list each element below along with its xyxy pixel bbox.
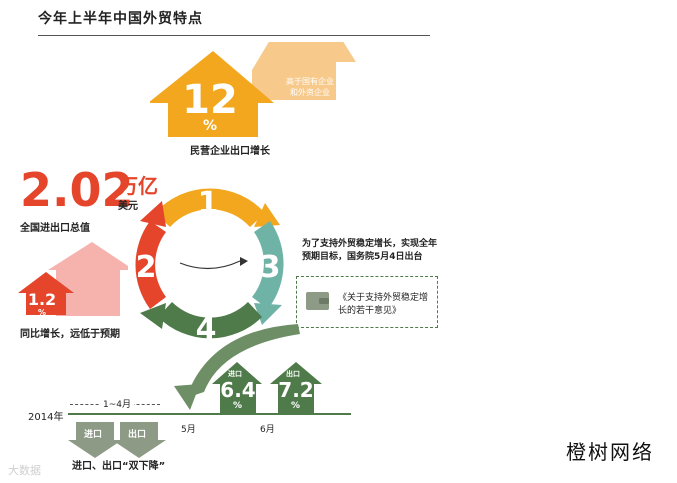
private-export-unit: % [202,118,218,134]
june-arrows-graphic [212,362,322,414]
timeline-axis [68,413,351,415]
cycle-arrow-3 [254,303,282,325]
cycle-step-4: 4 [195,312,217,347]
total-trade-label: 全国进出口总值 [20,223,90,234]
cycle-diagram [135,188,284,339]
down-export-label: 出口 [128,430,147,440]
total-trade-currency: 美元 [118,201,138,212]
policy-note: 为了支持外贸稳定增长，实现全年预期目标，国务院5月4日出台 [302,239,438,262]
total-trade-value: 2.02 [20,163,134,217]
brand-label: 橙树网络 [566,440,654,464]
page-title: 今年上半年中国外贸特点 [38,11,203,27]
cycle-segment-4 [158,302,262,339]
timeline-year: 2014年 [28,412,64,423]
cycle-segment-2 [135,221,166,309]
total-trade-unit: 万亿 [118,174,158,198]
private-export-label: 民营企业出口增长 [190,146,270,157]
june-import-unit: % [233,401,243,411]
compare-text: 高于国有企业 和外资企业 [286,77,334,97]
title-divider [38,35,430,36]
comparison-arrow [252,42,356,100]
down-import-label: 进口 [84,430,103,440]
import-down-arrow [68,422,122,458]
timeline-range: 1~4月 [100,397,134,410]
growth-arrows-graphic [150,42,356,137]
june-export-label: 出口 [286,370,300,378]
policy-effect-arrow [174,324,300,410]
cycle-arrow-2 [140,201,166,227]
timeline-month5: 5月 [181,425,196,435]
expected-arrow [48,242,128,316]
import-up-arrow [212,362,262,414]
timeline-month6: 6月 [260,425,275,435]
private-export-value: 12 [182,77,238,123]
june-export-unit: % [291,401,301,411]
cycle-step-1: 1 [197,186,219,221]
yoy-unit: % [37,308,46,317]
export-down-arrow [112,422,166,458]
cycle-segment-3 [252,221,284,309]
cycle-segment-1 [155,188,265,227]
down-arrows-graphic [68,422,166,458]
cycle-center-arrow [179,260,241,270]
cycle-step-3: 3 [259,250,281,285]
wallet-icon [306,292,329,310]
watermark: 大数据 [8,464,41,477]
june-import-value: 6.4 [220,378,256,402]
compare-value: 约 10 % [278,106,342,131]
yoy-arrows-graphic [18,242,128,316]
export-up-arrow [270,362,322,414]
cycle-arrow-4 [140,303,166,329]
yoy-arrow [18,272,74,315]
cycle-step-2: 2 [135,250,157,285]
june-import-label: 进口 [228,370,242,378]
yoy-label: 同比增长，远低于预期 [20,329,120,340]
june-export-value: 7.2 [278,378,314,402]
cycle-arrow-1 [254,203,280,227]
policy-doc-title: 《关于支持外贸稳定增长的若干意见》 [338,293,429,316]
private-export-arrow [150,51,274,137]
yoy-value: 1.2 [27,290,57,309]
policy-doc-box [296,276,438,328]
down-caption: 进口、出口“双下降” [72,461,166,472]
